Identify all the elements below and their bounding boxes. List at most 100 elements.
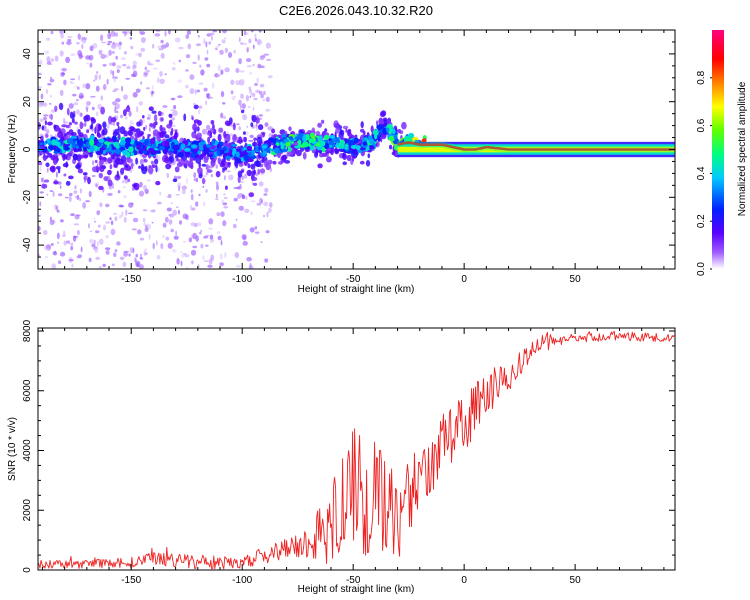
noise-speckle	[245, 32, 249, 35]
noise-speckle	[215, 47, 218, 51]
ridge-blob	[273, 147, 280, 154]
noise-speckle	[219, 49, 224, 55]
noise-speckle	[148, 233, 151, 240]
noise-speckle	[242, 240, 248, 246]
noise-speckle	[223, 37, 227, 40]
noise-speckle	[110, 228, 116, 236]
x-tick-label: 0	[461, 274, 467, 285]
spectral-blob	[101, 156, 107, 161]
spectral-blob	[342, 125, 349, 130]
noise-speckle	[245, 196, 248, 200]
noise-speckle	[263, 201, 269, 207]
noise-speckle	[91, 175, 96, 177]
spectral-blob	[151, 110, 157, 114]
noise-speckle	[160, 52, 165, 59]
noise-speckle	[112, 62, 116, 67]
spectral-blob	[257, 168, 261, 175]
spectral-blob	[317, 163, 323, 169]
noise-speckle	[164, 216, 169, 223]
spectral-blob	[148, 106, 154, 111]
noise-speckle	[197, 35, 200, 38]
noise-speckle	[123, 195, 127, 199]
noise-speckle	[119, 205, 125, 208]
spectral-blob	[171, 127, 174, 134]
y-tick-label: 20	[22, 96, 33, 108]
ridge-blob	[206, 154, 214, 158]
spectral-blob	[131, 162, 134, 169]
noise-speckle	[228, 174, 234, 181]
spectral-blob	[240, 139, 243, 143]
noise-speckle	[220, 211, 225, 217]
spectral-blob	[121, 167, 124, 173]
noise-speckle	[204, 57, 209, 61]
ridge-blob	[52, 144, 57, 149]
spectral-blob	[256, 136, 263, 144]
noise-speckle	[56, 241, 60, 244]
noise-speckle	[250, 211, 253, 215]
noise-speckle	[199, 64, 202, 68]
noise-speckle	[52, 190, 55, 198]
ridge-blob	[353, 137, 359, 144]
noise-speckle	[195, 235, 199, 242]
noise-speckle	[125, 209, 128, 216]
noise-speckle	[220, 112, 224, 119]
colorbar: 0.0 0.2 0.4 0.6 0.8 Normalized spectral ampl…	[696, 30, 748, 276]
noise-speckle	[223, 115, 226, 119]
noise-speckle	[49, 216, 52, 221]
ridge-blob	[152, 142, 157, 150]
noise-speckle	[206, 33, 212, 37]
noise-speckle	[198, 82, 204, 85]
y-tick-label: 0	[22, 146, 33, 152]
noise-speckle	[238, 58, 242, 65]
spectral-blob	[346, 154, 352, 162]
spectral-blob	[302, 152, 307, 160]
ridge-blob	[234, 148, 242, 152]
spectral-blob	[174, 166, 180, 173]
noise-speckle	[145, 124, 148, 130]
ridge-blob	[329, 135, 336, 139]
noise-speckle	[107, 40, 113, 44]
noise-speckle	[162, 222, 167, 228]
noise-speckle	[192, 102, 196, 106]
noise-speckle	[186, 177, 188, 185]
ridge-blob	[216, 143, 221, 149]
noise-speckle	[267, 75, 273, 79]
noise-speckle	[139, 158, 144, 165]
spectral-blob	[94, 159, 98, 164]
y-tick-label: -20	[22, 190, 33, 205]
ridge-blob	[251, 149, 255, 157]
noise-speckle	[134, 257, 137, 263]
ridge-blob	[289, 136, 293, 141]
noise-speckle	[76, 109, 80, 115]
noise-speckle	[119, 214, 122, 219]
ridge-blob	[44, 146, 48, 151]
noise-speckle	[96, 210, 101, 216]
ridge-blob	[155, 150, 161, 154]
spectral-blob	[225, 185, 228, 190]
noise-speckle	[131, 73, 136, 77]
noise-speckle	[48, 103, 52, 105]
chart-title: C2E6.2026.043.10.32.R20	[279, 3, 433, 18]
noise-speckle	[105, 203, 110, 208]
noise-speckle	[239, 70, 245, 73]
noise-speckle	[59, 50, 64, 57]
ridge-peak-glow	[396, 139, 675, 153]
noise-speckle	[259, 56, 265, 59]
spectral-blob	[218, 127, 224, 133]
noise-speckle	[50, 58, 54, 62]
noise-speckle	[130, 45, 134, 50]
spectral-blob	[251, 114, 257, 123]
noise-speckle	[181, 185, 187, 190]
noise-speckle	[187, 43, 192, 50]
noise-speckle	[39, 59, 43, 65]
noise-speckle	[215, 198, 219, 201]
spectral-blob	[271, 128, 276, 134]
noise-speckle	[259, 83, 265, 88]
noise-speckle	[75, 99, 79, 101]
spectral-blob	[196, 132, 202, 139]
spectral-blob	[193, 104, 199, 110]
noise-speckle	[117, 190, 121, 194]
ridge-blob	[119, 146, 126, 151]
ridge-blob	[321, 147, 326, 153]
noise-speckle	[246, 125, 249, 128]
